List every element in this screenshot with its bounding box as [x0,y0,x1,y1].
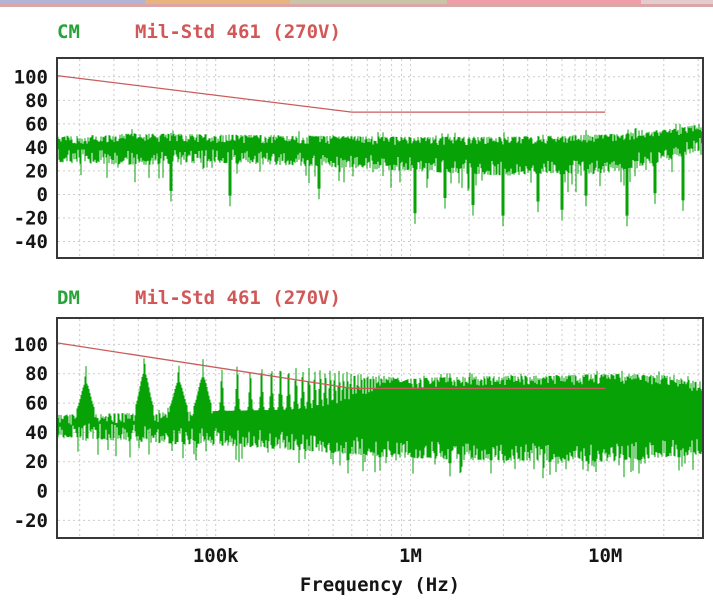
cm-y-tick-label: 0 [37,184,48,206]
dm-y-tick-label: 100 [14,334,48,356]
cm-plot-frame [56,57,704,259]
cm-limit-line [56,74,606,113]
cm-trace-label: CM [57,21,80,43]
dm-limit-line [56,342,606,390]
browser-edge-strip [0,0,713,4]
dm-x-tick-label-10M: 10M [588,545,622,567]
dm-y-tick-label: 60 [25,393,48,415]
strip-segment-khaki [290,0,447,4]
strip-segment-orange [145,0,290,4]
dm-y-tick-label: -20 [14,510,48,532]
dm-x-tick-label-1M: 1M [399,545,422,567]
cm-y-tick-label: -40 [14,231,48,253]
dm-chart-title-row: DM Mil-Std 461 (270V) [0,287,713,309]
cm-y-tick-label: 60 [25,113,48,135]
dm-limit-label: Mil-Std 461 (270V) [135,287,341,309]
x-axis-title: Frequency (Hz) [299,574,461,596]
dm-plot-frame [56,317,704,539]
dm-x-tick-label-100k: 100k [193,545,239,567]
strip-segment-lavender [0,0,145,4]
browser-edge-strip-underline [0,4,713,7]
dm-y-tick-label: 80 [25,363,48,385]
dm-trace-label: DM [57,287,80,309]
cm-y-tick-label: 40 [25,137,48,159]
strip-segment-rose [641,0,713,4]
dm-y-tick-label: 20 [25,451,48,473]
cm-y-tick-label: 20 [25,160,48,182]
cm-y-tick-label: 80 [25,90,48,112]
strip-segment-pink [447,0,641,4]
cm-y-tick-label: 100 [14,66,48,88]
cm-chart-title-row: CM Mil-Std 461 (270V) [0,21,713,43]
cm-limit-label: Mil-Std 461 (270V) [135,21,341,43]
cm-y-tick-label: -20 [14,208,48,230]
dm-y-tick-label: 0 [37,481,48,503]
dm-y-tick-label: 40 [25,422,48,444]
